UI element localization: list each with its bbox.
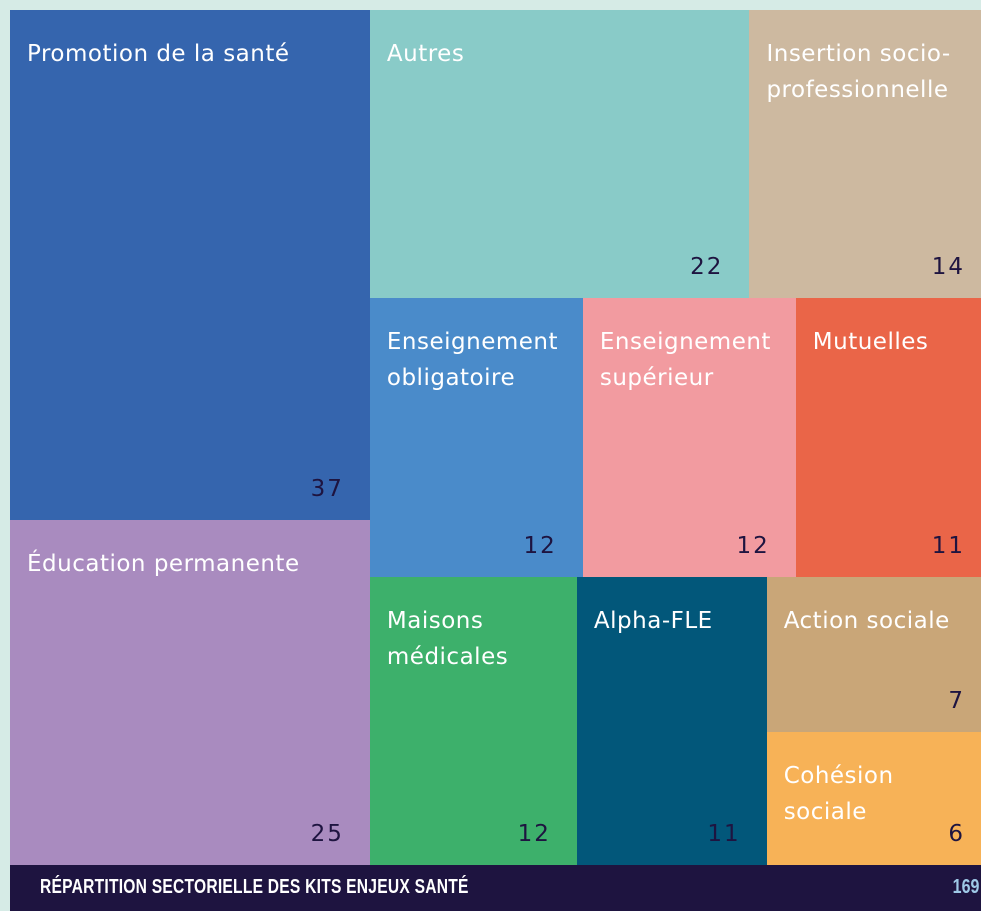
cell-label: Enseignement supérieur [599, 328, 771, 391]
cell-value: 37 [310, 476, 344, 503]
cell-label: Autres [386, 41, 465, 67]
cell-value: 22 [690, 253, 724, 280]
cell-label: Alpha-FLE [593, 608, 713, 635]
treemap-cell: Alpha-FLE 11 [576, 577, 767, 865]
cell-value: 25 [310, 820, 344, 847]
cell-label: Maisons médicales [386, 608, 509, 671]
cell-label: Éducation permanente [27, 551, 300, 578]
cell-label: Cohésion sociale [783, 763, 894, 826]
treemap-cell: Éducation permanente 25 [10, 520, 370, 865]
cell-value: 7 [948, 688, 965, 715]
cell-label: Promotion de la santé [27, 41, 290, 67]
treemap-cell: Cohésion sociale 6 [766, 732, 981, 865]
cell-value: 12 [517, 820, 551, 847]
cell-value: 6 [948, 820, 965, 847]
cell-value: 11 [931, 533, 965, 560]
cell-value: 12 [523, 533, 557, 560]
treemap-cell: Mutuelles 11 [795, 297, 981, 578]
cell-label: Enseignement obligatoire [386, 328, 559, 391]
cell-label: Action sociale [783, 608, 950, 635]
cell-label: Insertion socio-professionnelle [766, 41, 951, 103]
chart-title: RÉPARTITION SECTORIELLE DES KITS ENJEUX … [40, 876, 469, 898]
cell-label: Mutuelles [812, 328, 929, 355]
treemap-cell: Enseignement supérieur 12 [582, 297, 796, 578]
treemap-cell: Maisons médicales 12 [369, 577, 577, 865]
treemap-cell: Enseignement obligatoire 12 [369, 297, 583, 578]
page-number: 169 [952, 876, 979, 898]
treemap-cell: Action sociale 7 [766, 577, 981, 733]
treemap-cell: Autres 22 [369, 10, 750, 298]
cell-value: 14 [931, 253, 965, 280]
treemap-cell: Promotion de la santé 37 [10, 10, 370, 521]
treemap-cell: Insertion socio-professionnelle 14 [749, 10, 981, 298]
cell-value: 11 [707, 820, 741, 847]
footer: RÉPARTITION SECTORIELLE DES KITS ENJEUX … [10, 865, 981, 911]
cell-value: 12 [736, 533, 770, 560]
